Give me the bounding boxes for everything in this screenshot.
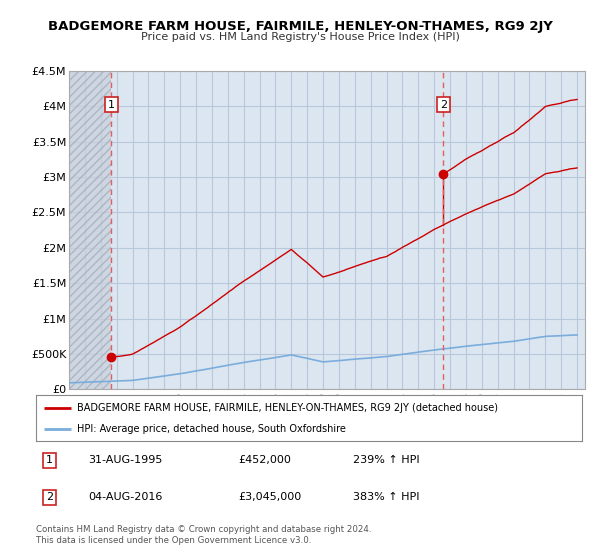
Text: 31-AUG-1995: 31-AUG-1995 bbox=[88, 455, 162, 465]
Bar bbox=[69, 71, 112, 389]
Text: Price paid vs. HM Land Registry's House Price Index (HPI): Price paid vs. HM Land Registry's House … bbox=[140, 32, 460, 43]
Text: 04-AUG-2016: 04-AUG-2016 bbox=[88, 492, 162, 502]
Text: 1: 1 bbox=[46, 455, 53, 465]
Text: 1: 1 bbox=[108, 100, 115, 110]
Text: BADGEMORE FARM HOUSE, FAIRMILE, HENLEY-ON-THAMES, RG9 2JY (detached house): BADGEMORE FARM HOUSE, FAIRMILE, HENLEY-O… bbox=[77, 403, 498, 413]
Text: Contains HM Land Registry data © Crown copyright and database right 2024.
This d: Contains HM Land Registry data © Crown c… bbox=[36, 525, 371, 545]
Text: HPI: Average price, detached house, South Oxfordshire: HPI: Average price, detached house, Sout… bbox=[77, 424, 346, 434]
Text: BADGEMORE FARM HOUSE, FAIRMILE, HENLEY-ON-THAMES, RG9 2JY: BADGEMORE FARM HOUSE, FAIRMILE, HENLEY-O… bbox=[47, 20, 553, 32]
Text: 2: 2 bbox=[46, 492, 53, 502]
Text: £452,000: £452,000 bbox=[238, 455, 291, 465]
Text: £3,045,000: £3,045,000 bbox=[238, 492, 301, 502]
Text: 383% ↑ HPI: 383% ↑ HPI bbox=[353, 492, 419, 502]
Text: 239% ↑ HPI: 239% ↑ HPI bbox=[353, 455, 419, 465]
Text: 2: 2 bbox=[440, 100, 447, 110]
